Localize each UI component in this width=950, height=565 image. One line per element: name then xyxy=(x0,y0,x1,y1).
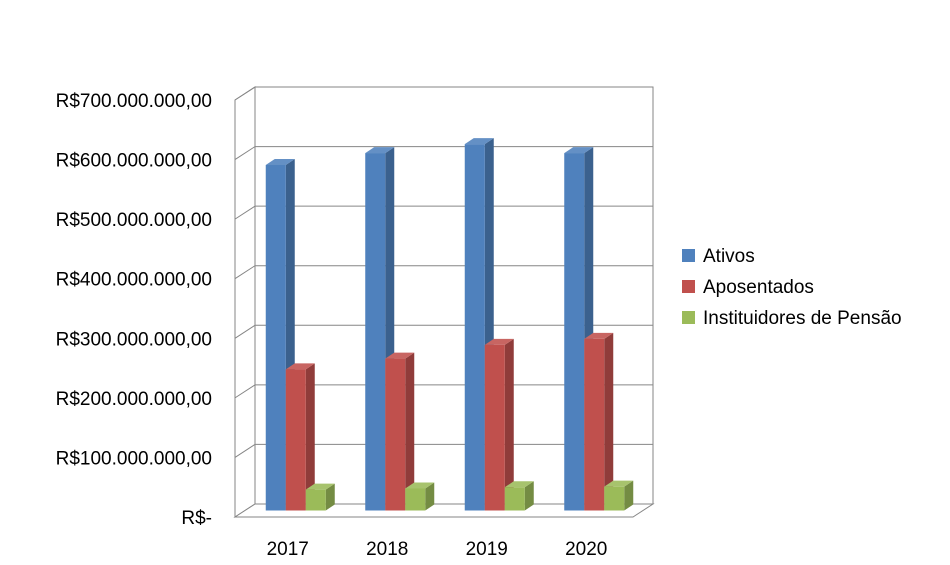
gridline xyxy=(234,265,653,280)
y-tick-label: R$300.000.000,00 xyxy=(56,329,212,350)
legend-swatch xyxy=(682,249,695,262)
legend-label: Ativos xyxy=(703,246,755,267)
legend-swatch xyxy=(682,280,695,293)
floor xyxy=(233,503,655,518)
x-tick-label: 2020 xyxy=(565,539,607,560)
y-axis-tick-labels: R$- R$100.000.000,00 R$200.000.000,00 R$300… xyxy=(56,91,212,529)
legend-item: Aposentados xyxy=(682,277,814,298)
gridline xyxy=(234,443,653,458)
legend-swatch xyxy=(682,311,695,324)
x-tick-label: 2019 xyxy=(466,539,508,560)
gridline xyxy=(234,86,653,101)
gridline xyxy=(234,324,653,339)
legend-label: Aposentados xyxy=(703,277,814,298)
bar-aposentados-2020 xyxy=(584,332,614,511)
y-tick-label: R$600.000.000,00 xyxy=(56,151,212,172)
bar-instituidores-de-pensão-2017 xyxy=(305,483,335,511)
gridline xyxy=(234,146,653,160)
y-tick-label: R$500.000.000,00 xyxy=(56,210,212,231)
y-tick-label: R$100.000.000,00 xyxy=(56,448,212,469)
gridline xyxy=(234,205,653,220)
plot-walls xyxy=(233,86,655,518)
legend-label: Instituidores de Pensão xyxy=(703,308,902,329)
y-tick-label: R$- xyxy=(181,508,212,529)
bar-instituidores-de-pensão-2018 xyxy=(405,482,435,511)
gridlines xyxy=(234,86,653,458)
y-tick-label: R$400.000.000,00 xyxy=(56,270,212,291)
side-wall xyxy=(234,86,256,518)
gridline xyxy=(234,384,653,399)
x-tick-label: 2018 xyxy=(366,539,408,560)
y-tick-label: R$200.000.000,00 xyxy=(56,389,212,410)
bars xyxy=(265,138,634,511)
y-tick-label: R$700.000.000,00 xyxy=(56,91,212,112)
legend-item: Instituidores de Pensão xyxy=(682,308,902,329)
legend: Ativos Aposentados Instituidores de Pensão xyxy=(682,246,902,329)
bar-instituidores-de-pensão-2019 xyxy=(504,481,534,511)
bar-aposentados-2018 xyxy=(385,352,415,511)
bar-aposentados-2019 xyxy=(484,338,514,511)
bar-aposentados-2017 xyxy=(285,363,315,511)
x-tick-label: 2017 xyxy=(267,539,309,560)
x-axis-tick-labels: 2017 2018 2019 2020 xyxy=(267,539,608,560)
bar-instituidores-de-pensão-2020 xyxy=(604,480,634,511)
legend-item: Ativos xyxy=(682,246,755,267)
